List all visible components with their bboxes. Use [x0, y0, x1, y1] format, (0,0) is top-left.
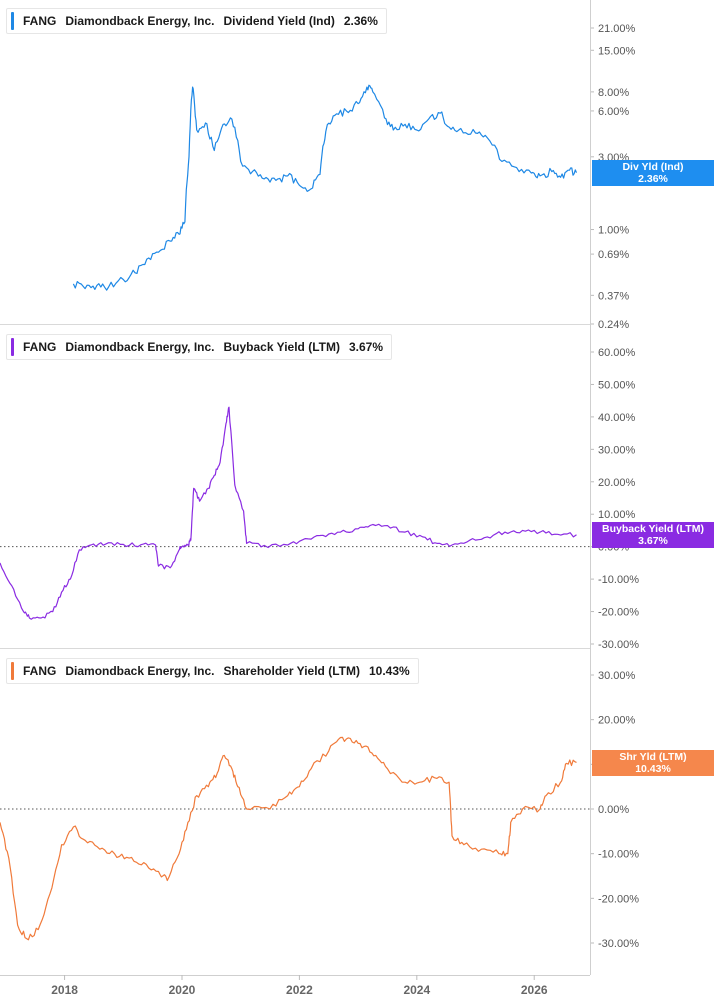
y-tick-label: 1.00% — [598, 225, 629, 237]
x-tick-label: 2020 — [169, 983, 196, 997]
panel-buyback: 60.00%50.00%40.00%30.00%20.00%10.00%0.00… — [0, 347, 639, 651]
legend-ticker: FANG — [23, 664, 57, 678]
legend-company: Diamondback Energy, Inc. — [65, 340, 215, 354]
y-tick-label: 50.00% — [598, 379, 636, 391]
y-tick-label: 0.37% — [598, 290, 629, 302]
y-tick-label: -20.00% — [598, 893, 639, 905]
dividend-legend[interactable]: FANG Diamondback Energy, Inc. Dividend Y… — [6, 8, 387, 34]
y-tick-label: 0.24% — [598, 319, 629, 331]
y-tick-label: -30.00% — [598, 639, 639, 651]
legend-company: Diamondback Energy, Inc. — [65, 14, 215, 28]
y-tick-label: 30.00% — [598, 670, 636, 682]
x-tick-label: 2018 — [51, 983, 78, 997]
legend-metric: Shareholder Yield (LTM) — [223, 664, 360, 678]
flag-label: Shr Yld (LTM) — [619, 751, 687, 763]
y-tick-label: 6.00% — [598, 106, 629, 118]
shareholder-value-flag: Shr Yld (LTM) 10.43% — [592, 750, 714, 776]
flag-label: Div Yld (Ind) — [622, 161, 684, 173]
flag-label: Buyback Yield (LTM) — [602, 523, 704, 535]
y-tick-label: 10.00% — [598, 509, 636, 521]
y-tick-label: 8.00% — [598, 87, 629, 99]
legend-value: 3.67% — [348, 340, 383, 354]
y-tick-label: 20.00% — [598, 715, 636, 727]
y-tick-label: 30.00% — [598, 444, 636, 456]
y-tick-label: 0.00% — [598, 804, 629, 816]
series-line — [0, 406, 577, 620]
x-tick-label: 2026 — [521, 983, 548, 997]
legend-metric: Buyback Yield (LTM) — [223, 340, 340, 354]
y-tick-label: -10.00% — [598, 574, 639, 586]
panel-shareholder: 30.00%20.00%10.00%0.00%-10.00%-20.00%-30… — [0, 670, 639, 950]
x-tick-label: 2022 — [286, 983, 313, 997]
x-tick-label: 2024 — [403, 983, 430, 997]
panel-dividend: 21.00%15.00%8.00%6.00%3.00%1.00%0.69%0.3… — [0, 23, 636, 331]
dividend-series — [72, 84, 578, 291]
y-tick-label: -30.00% — [598, 938, 639, 950]
legend-ticker: FANG — [23, 340, 57, 354]
y-tick-label: 20.00% — [598, 477, 636, 489]
legend-value: 10.43% — [368, 664, 410, 678]
series-color-swatch — [11, 12, 14, 30]
legend-company: Diamondback Energy, Inc. — [65, 664, 215, 678]
buyback-series — [0, 406, 577, 620]
buyback-yaxis: 60.00%50.00%40.00%30.00%20.00%10.00%0.00… — [590, 347, 639, 651]
legend-value: 2.36% — [343, 14, 378, 28]
y-tick-label: 40.00% — [598, 412, 636, 424]
legend-metric: Dividend Yield (Ind) — [223, 14, 335, 28]
buyback-value-flag: Buyback Yield (LTM) 3.67% — [592, 522, 714, 548]
y-tick-label: 21.00% — [598, 23, 636, 35]
buyback-legend[interactable]: FANG Diamondback Energy, Inc. Buyback Yi… — [6, 334, 392, 360]
shareholder-legend[interactable]: FANG Diamondback Energy, Inc. Shareholde… — [6, 658, 419, 684]
shareholder-yaxis: 30.00%20.00%10.00%0.00%-10.00%-20.00%-30… — [590, 670, 639, 950]
series-line — [0, 736, 577, 941]
y-tick-label: -10.00% — [598, 849, 639, 861]
y-tick-label: 60.00% — [598, 347, 636, 359]
shareholder-series — [0, 736, 577, 941]
flag-value: 3.67% — [638, 535, 668, 547]
series-color-swatch — [11, 338, 14, 356]
x-axis: 2018 2020 2022 2024 2026 — [51, 975, 548, 997]
series-color-swatch — [11, 662, 14, 680]
series-line — [72, 84, 578, 291]
flag-value: 2.36% — [638, 173, 668, 185]
flag-value: 10.43% — [635, 763, 671, 775]
y-tick-label: 15.00% — [598, 45, 636, 57]
dividend-value-flag: Div Yld (Ind) 2.36% — [592, 160, 714, 186]
y-tick-label: -20.00% — [598, 607, 639, 619]
legend-ticker: FANG — [23, 14, 57, 28]
y-tick-label: 0.69% — [598, 249, 629, 261]
